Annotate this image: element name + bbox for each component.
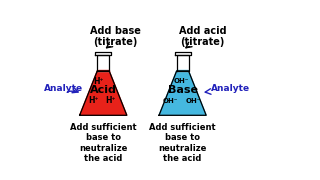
Text: Add acid
(titrate): Add acid (titrate) xyxy=(179,26,226,47)
Text: OH⁻: OH⁻ xyxy=(163,98,178,104)
Text: Add sufficient
base to
neutralize
the acid: Add sufficient base to neutralize the ac… xyxy=(149,123,216,163)
Polygon shape xyxy=(159,71,206,115)
Text: Analyte: Analyte xyxy=(44,84,83,93)
Text: Analyte: Analyte xyxy=(211,84,250,93)
Text: Acid: Acid xyxy=(90,85,117,94)
Text: OH⁻: OH⁻ xyxy=(186,98,202,104)
Text: OH⁻: OH⁻ xyxy=(174,78,189,84)
Text: H⁺: H⁺ xyxy=(105,96,116,105)
Text: H⁺: H⁺ xyxy=(88,96,99,105)
Text: Base: Base xyxy=(168,85,198,94)
Text: H⁺: H⁺ xyxy=(93,77,104,86)
Polygon shape xyxy=(177,55,188,71)
Polygon shape xyxy=(95,52,111,55)
Polygon shape xyxy=(98,70,109,71)
Polygon shape xyxy=(177,70,188,71)
Polygon shape xyxy=(97,55,109,71)
Polygon shape xyxy=(80,71,127,115)
Text: Add sufficient
base to
neutralize
the acid: Add sufficient base to neutralize the ac… xyxy=(70,123,137,163)
Text: Add base
(titrate): Add base (titrate) xyxy=(90,26,141,47)
Polygon shape xyxy=(174,52,191,55)
